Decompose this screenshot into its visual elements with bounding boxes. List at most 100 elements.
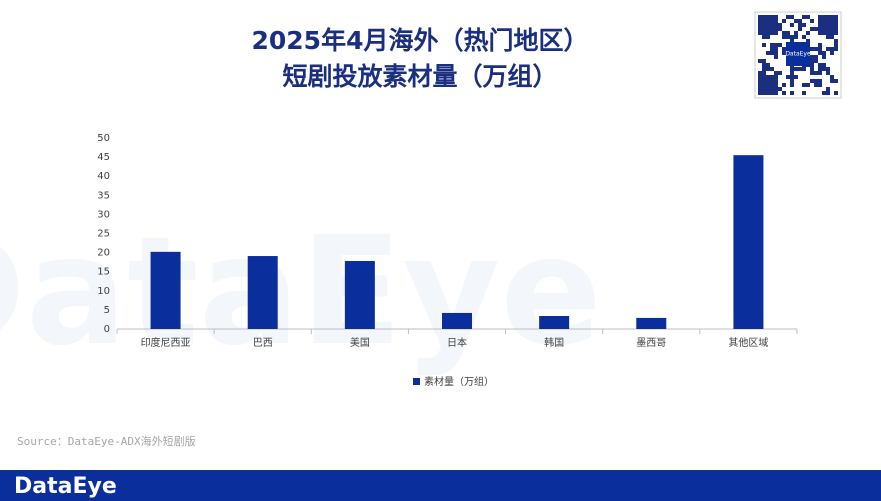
qr-cell [778,27,782,31]
qr-cell [782,83,786,87]
qr-cell [758,31,762,35]
y-tick-label: 45 [97,152,110,163]
qr-cell [822,27,826,31]
qr-cell [762,71,766,75]
qr-cell [818,79,822,83]
qr-cell [834,47,838,51]
qr-cell [822,19,826,23]
bar [539,316,570,329]
qr-cell [818,23,822,27]
qr-cell [826,87,830,91]
qr-cell [806,15,810,19]
qr-cell [762,91,766,95]
qr-cell [810,79,814,83]
qr-cell [802,15,806,19]
bar [150,251,181,329]
qr-cell [762,15,766,19]
qr-cell [810,27,814,31]
y-tick-label: 50 [97,133,110,144]
qr-cell [818,27,822,31]
qr-cell [790,71,794,75]
qr-cell [770,27,774,31]
qr-cell [818,15,822,19]
qr-cell [762,67,766,71]
qr-cell [786,15,790,19]
qr-cell [766,35,770,39]
qr-cell [822,55,826,59]
qr-cell [770,19,774,23]
qr-cell [758,71,762,75]
qr-cell [774,19,778,23]
qr-cell [806,31,810,35]
qr-cell [794,75,798,79]
qr-cell [834,39,838,43]
qr-cell [806,39,810,43]
watermark: DataEye [0,205,602,379]
qr-cell [814,79,818,83]
y-tick-label: 15 [97,267,110,278]
qr-cell [758,23,762,27]
qr-cell [758,79,762,83]
qr-cell [794,31,798,35]
legend-label: 素材量（万组） [424,375,494,388]
qr-cell [762,43,766,47]
qr-cell [830,15,834,19]
qr-cell [758,91,762,95]
footer-logo: DataEye [14,474,117,499]
qr-cell [794,19,798,23]
qr-cell [798,67,802,71]
qr-cell [762,75,766,79]
y-tick-label: 40 [97,171,110,182]
qr-cell [758,59,762,63]
chart-title: 短剧投放素材量（万组） [282,62,557,91]
qr-cell [822,23,826,27]
qr-cell [762,19,766,23]
qr-cell [774,51,778,55]
qr-cell [834,19,838,23]
qr-cell [802,83,806,87]
x-tick-label: 巴西 [253,337,273,349]
qr-cell [762,27,766,31]
qr-cell [830,47,834,51]
qr-cell [818,31,822,35]
qr-cell [826,47,830,51]
qr-cell [770,79,774,83]
qr-cell [834,43,838,47]
qr-cell [826,35,830,39]
qr-cell [774,55,778,59]
qr-cell [814,55,818,59]
qr-cell [774,79,778,83]
qr-cell [818,47,822,51]
qr-cell [830,23,834,27]
legend-swatch [413,378,420,385]
x-tick-label: 墨西哥 [636,337,666,349]
qr-cell [822,67,826,71]
qr-cell [774,43,778,47]
bar [247,256,278,329]
qr-cell [834,23,838,27]
y-tick-label: 20 [97,248,110,259]
qr-cell [766,31,770,35]
qr-cell [762,79,766,83]
qr-cell [826,19,830,23]
qr-cell [762,63,766,67]
qr-cell [766,63,770,67]
qr-cell [774,15,778,19]
qr-cell [758,87,762,91]
x-tick-label: 日本 [447,336,467,349]
qr-cell [834,91,838,95]
qr-cell [762,35,766,39]
qr-cell [770,43,774,47]
source: Source：DataEye-ADX海外短剧版 [17,434,196,448]
qr-cell [778,23,782,27]
qr-pattern [758,15,838,95]
qr-cell [770,15,774,19]
qr-cell [822,15,826,19]
qr-cell [826,91,830,95]
qr-code: DataEye [754,11,842,99]
qr-cell [826,71,830,75]
qr-cell [818,63,822,67]
qr-cell [814,83,818,87]
qr-cell [790,15,794,19]
qr-cell [786,31,790,35]
